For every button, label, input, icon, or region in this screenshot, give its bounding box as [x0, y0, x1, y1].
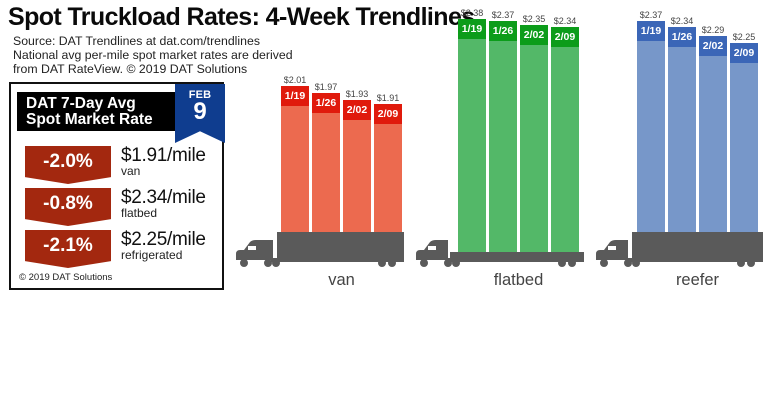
rate-equipment: flatbed	[121, 206, 158, 220]
rate-value: $2.34/mile	[121, 187, 206, 208]
source-line: Source: DAT Trendlines at dat.com/trendl…	[13, 34, 260, 48]
bar-date-label: 1/26	[489, 21, 517, 41]
category-label-reefer: reefer	[675, 271, 720, 289]
bar-flatbed-1-26: 1/26 $2.37	[489, 10, 517, 252]
bar-date-label: 2/09	[551, 27, 579, 47]
bar-value-label: $2.01	[283, 75, 307, 85]
summary-heading-line: Spot Market Rate	[26, 111, 153, 128]
bar-value-label: $2.29	[701, 25, 725, 35]
bar-value-label: $2.38	[460, 8, 484, 18]
bar-value-label: $2.34	[553, 16, 577, 26]
copyright: © 2019 DAT Solutions	[19, 272, 113, 283]
truck-van-icon	[236, 232, 404, 267]
down-arrow-badge: -2.0%	[25, 146, 111, 184]
bar-reefer-2-09: 2/09 $2.25	[730, 32, 758, 236]
bar-flatbed-1-19: 1/19 $2.38	[458, 8, 486, 252]
bar-date-label: 1/26	[312, 93, 340, 113]
summary-heading-line: DAT 7-Day Avg	[26, 95, 136, 112]
source-note: Source: DAT Trendlines at dat.com/trendl…	[13, 34, 293, 76]
bar-reefer-1-26: 1/26 $2.34	[668, 16, 696, 236]
bar-value-label: $2.37	[639, 10, 663, 20]
rate-row-flatbed: -0.8% $2.34/mile flatbed	[25, 188, 221, 228]
bar-van-2-09: 2/09 $1.91	[374, 93, 402, 236]
rate-value: $2.25/mile	[121, 229, 206, 250]
bar-date-label: 2/09	[374, 104, 402, 124]
bar-van-1-26: 1/26 $1.97	[312, 82, 340, 236]
source-line: National avg per-mile spot market rates …	[13, 48, 293, 62]
bar-van-1-19: 1/19 $2.01	[281, 75, 309, 236]
category-label-flatbed: flatbed	[493, 271, 544, 289]
bar-date-label: 2/02	[520, 25, 548, 45]
down-arrow-badge: -2.1%	[25, 230, 111, 268]
bar-date-label: 1/19	[637, 21, 665, 41]
rate-equipment: refrigerated	[121, 248, 183, 262]
date-day: 9	[193, 98, 207, 125]
page-title: Spot Truckload Rates: 4-Week Trendlines	[8, 3, 475, 31]
source-line: from DAT RateView. © 2019 DAT Solutions	[13, 62, 248, 76]
bar-value-label: $2.34	[670, 16, 694, 26]
bar-date-label: 2/02	[343, 100, 371, 120]
date-month: FEB	[188, 89, 212, 101]
bar-date-label: 1/19	[458, 19, 486, 39]
bar-value-label: $1.91	[376, 93, 400, 103]
down-arrow-badge: -0.8%	[25, 188, 111, 226]
bar-reefer-1-19: 1/19 $2.37	[637, 10, 665, 236]
truck-flatbed-icon	[416, 240, 584, 267]
bar-date-label: 2/09	[730, 43, 758, 63]
bar-value-label: $2.37	[491, 10, 515, 20]
bar-flatbed-2-02: 2/02 $2.35	[520, 14, 548, 252]
bar-value-label: $1.97	[314, 82, 338, 92]
rate-value: $1.91/mile	[121, 145, 206, 166]
bar-reefer-2-02: 2/02 $2.29	[699, 25, 727, 236]
rate-row-van: -2.0% $1.91/mile van	[25, 146, 221, 186]
rate-summary-box: DAT 7-Day Avg Spot Market Rate FEB 9 -2.…	[9, 82, 225, 290]
bar-flatbed-2-09: 2/09 $2.34	[551, 16, 579, 252]
date-ribbon: FEB 9	[175, 84, 225, 143]
rate-equipment: van	[121, 164, 141, 178]
summary-heading: DAT 7-Day Avg Spot Market Rate	[17, 92, 175, 131]
bar-date-label: 1/26	[668, 27, 696, 47]
truck-reefer-icon	[596, 232, 763, 267]
bar-value-label: $2.35	[522, 14, 546, 24]
category-label-van: van	[328, 271, 355, 289]
rate-row-reefer: -2.1% $2.25/mile refrigerated	[25, 230, 221, 270]
bar-date-label: 1/19	[281, 86, 309, 106]
bar-value-label: $1.93	[345, 89, 369, 99]
bar-date-label: 2/02	[699, 36, 727, 56]
bar-van-2-02: 2/02 $1.93	[343, 89, 371, 236]
bar-value-label: $2.25	[732, 32, 756, 42]
